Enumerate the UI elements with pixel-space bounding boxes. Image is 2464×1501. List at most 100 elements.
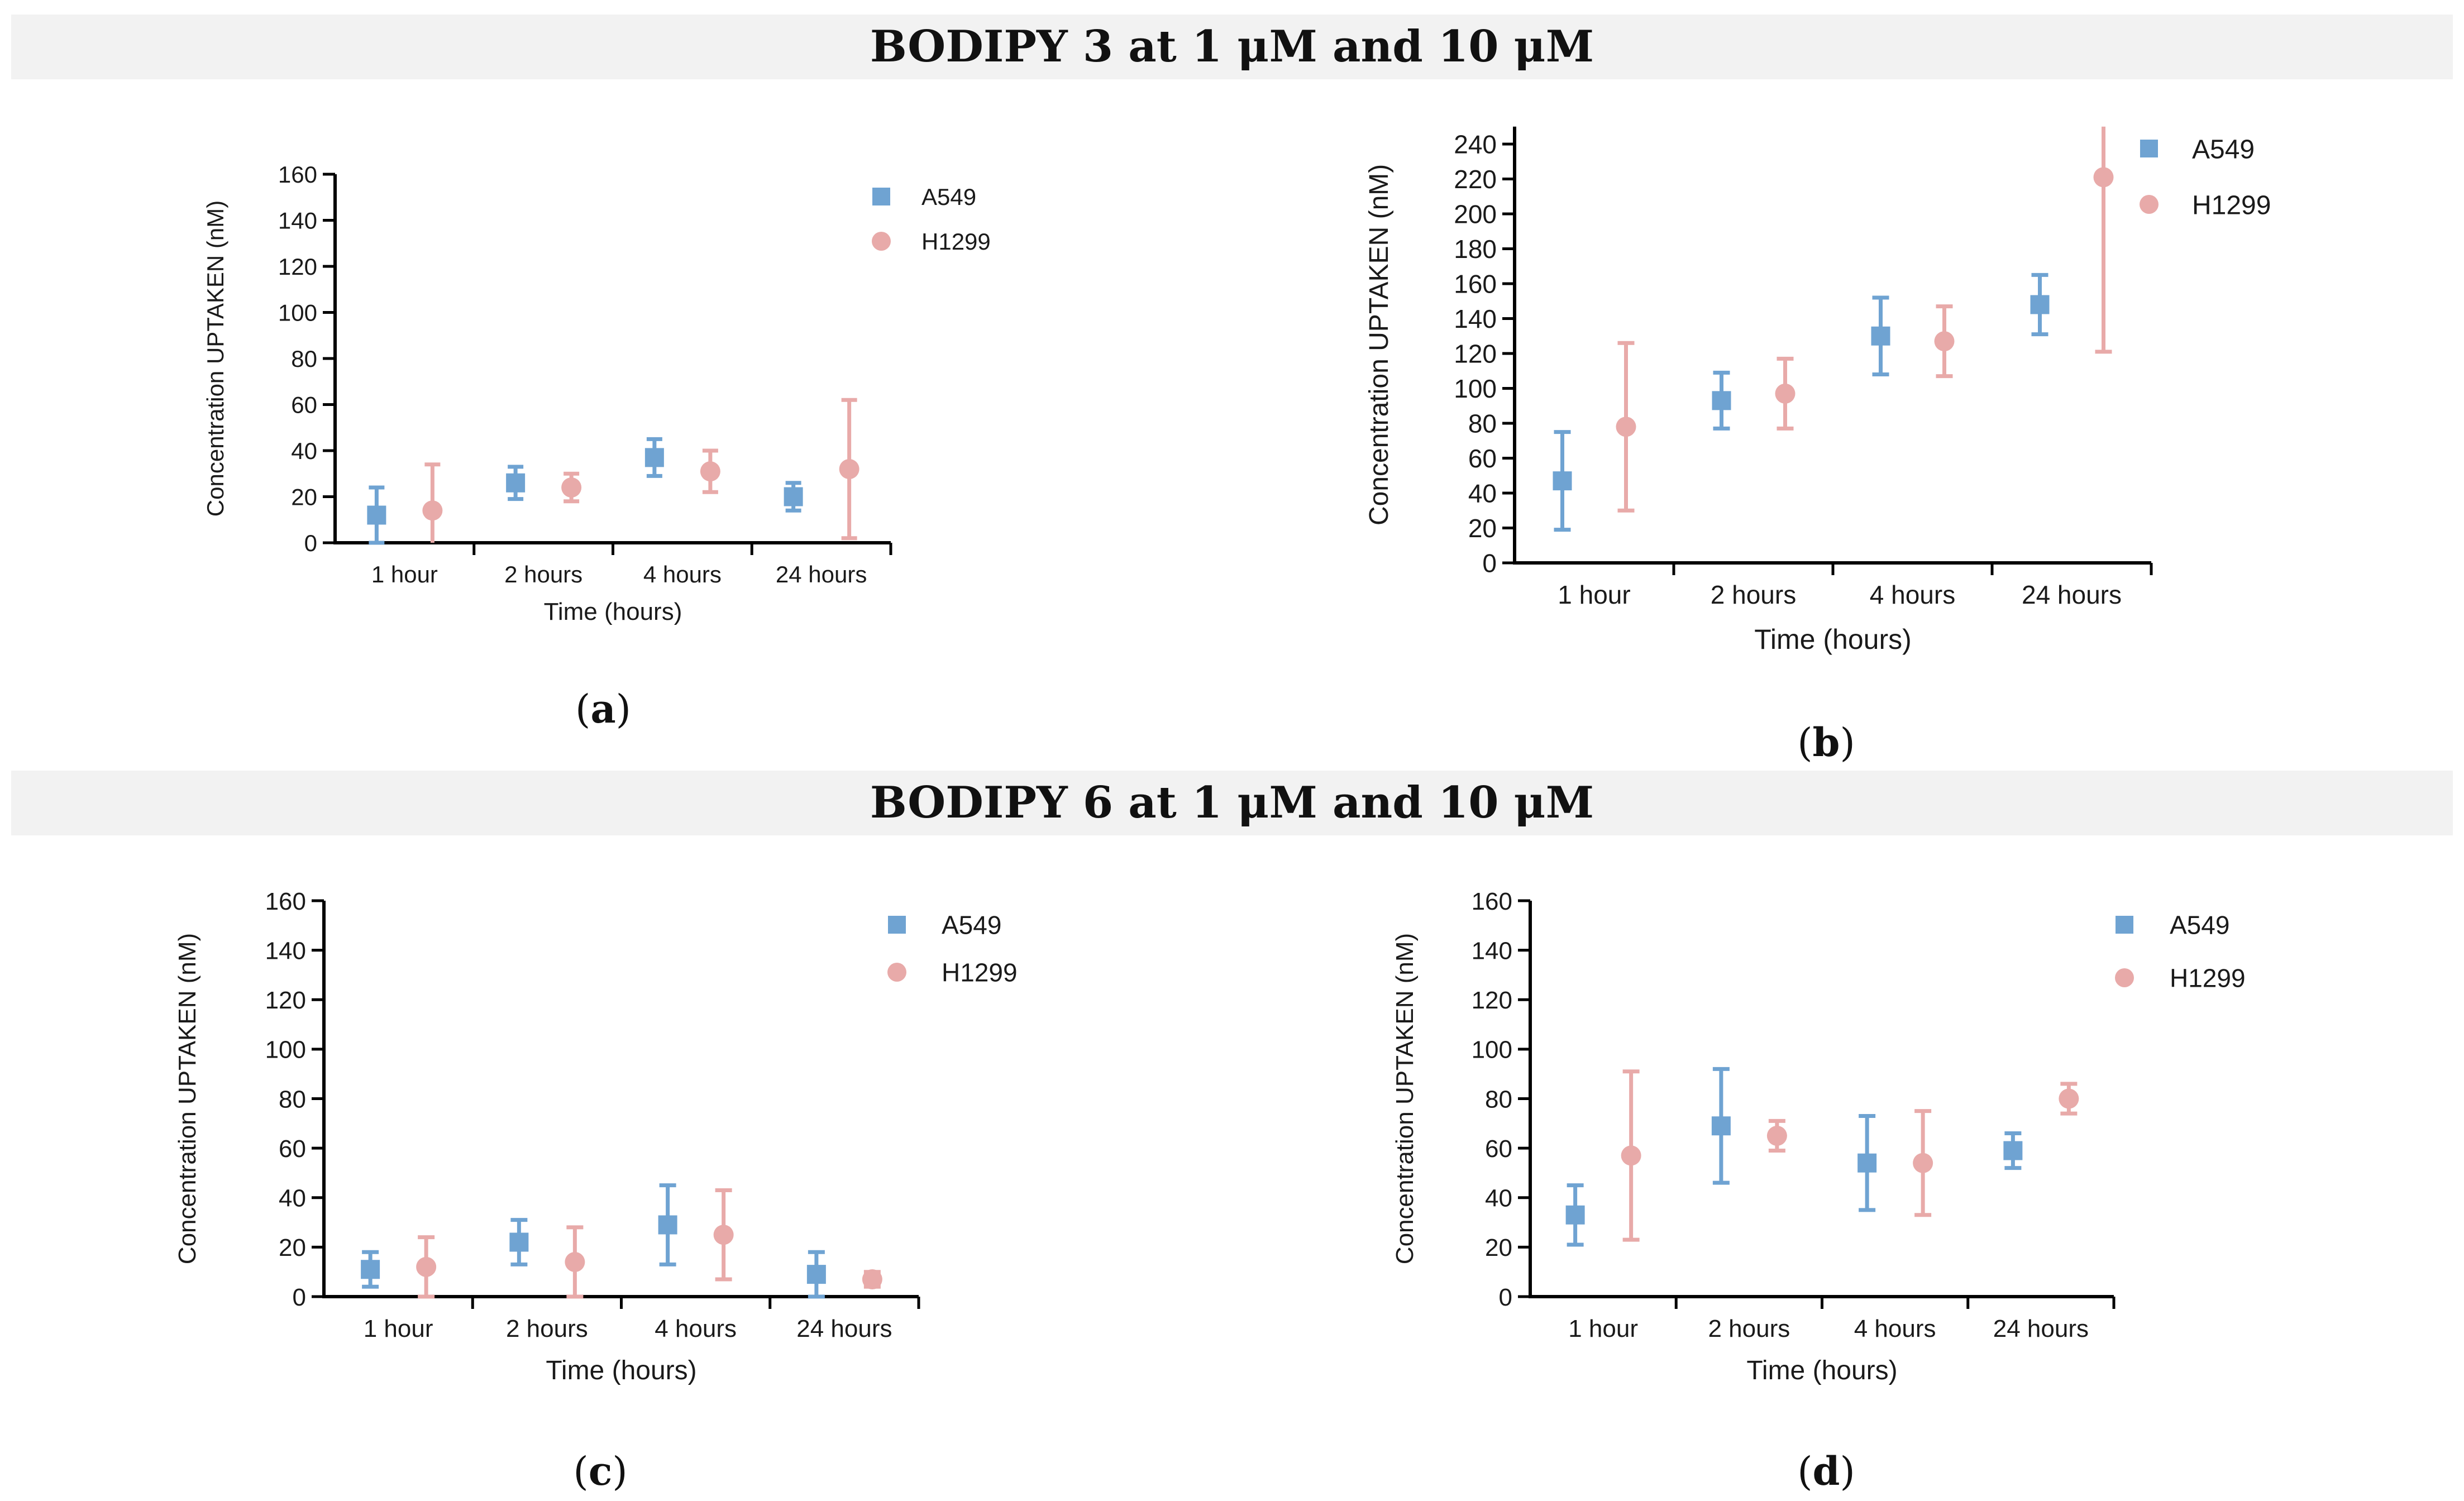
y-tick-label: 80 — [279, 1086, 306, 1113]
panel-label-b-letter: b — [1812, 719, 1840, 766]
y-axis-label: Concentration UPTAKEN (nM) — [202, 200, 228, 517]
y-tick-label: 100 — [265, 1036, 306, 1064]
y-tick-label: 140 — [1454, 304, 1497, 333]
x-tick-label: 24 hours — [2022, 580, 2122, 609]
x-axis-label: Time (hours) — [544, 598, 682, 625]
data-point-a549 — [1857, 1153, 1877, 1173]
data-point-a549 — [1711, 1116, 1731, 1136]
y-tick-label: 100 — [1472, 1036, 1512, 1064]
y-tick-label: 60 — [1485, 1135, 1512, 1163]
data-point-h1299 — [561, 477, 582, 498]
data-point-h1299 — [2093, 167, 2114, 188]
y-tick-label: 180 — [1454, 235, 1497, 264]
legend-marker-h1299 — [2140, 195, 2159, 214]
y-tick-label: 20 — [279, 1234, 306, 1261]
y-tick-label: 40 — [1485, 1185, 1512, 1212]
data-point-a549 — [2003, 1141, 2023, 1160]
y-tick-label: 220 — [1454, 165, 1497, 194]
y-tick-label: 160 — [1472, 888, 1512, 915]
section-header-bodipy-6 — [11, 771, 2453, 835]
legend-label-h1299: H1299 — [2192, 190, 2271, 220]
panel-label-d: (d) — [1797, 1448, 1855, 1494]
y-tick-label: 120 — [278, 254, 317, 280]
y-tick-label: 120 — [265, 987, 306, 1014]
data-point-a549 — [1712, 391, 1731, 410]
section-title-bodipy-6: BODIPY 6 at 1 μM and 10 μM — [870, 777, 1594, 828]
legend-marker-a549 — [2140, 140, 2158, 157]
y-tick-label: 40 — [291, 438, 317, 464]
data-point-h1299 — [862, 1269, 882, 1289]
x-tick-label: 1 hour — [364, 1315, 433, 1342]
y-tick-label: 60 — [291, 392, 317, 418]
data-point-a549 — [367, 505, 386, 525]
data-point-h1299 — [700, 461, 720, 482]
y-tick-label: 120 — [1454, 340, 1497, 369]
data-point-h1299 — [839, 459, 859, 479]
data-point-h1299 — [416, 1256, 437, 1277]
legend-marker-a549 — [2116, 916, 2133, 934]
x-tick-label: 4 hours — [1854, 1315, 1936, 1342]
y-tick-label: 20 — [1485, 1234, 1512, 1261]
data-point-h1299 — [422, 500, 443, 521]
data-point-a549 — [1871, 326, 1890, 346]
x-tick-label: 2 hours — [1711, 580, 1796, 609]
legend-label-h1299: H1299 — [942, 958, 1018, 987]
x-tick-label: 24 hours — [796, 1315, 892, 1342]
x-axis-label: Time (hours) — [546, 1356, 696, 1385]
y-tick-label: 20 — [1468, 514, 1497, 543]
legend-marker-h1299 — [887, 963, 906, 982]
y-tick-label: 80 — [1485, 1086, 1512, 1113]
legend-marker-h1299 — [872, 232, 891, 251]
y-tick-label: 100 — [1454, 374, 1497, 403]
y-tick-label: 160 — [1454, 270, 1497, 299]
y-tick-label: 140 — [265, 937, 306, 964]
y-tick-label: 80 — [1468, 409, 1497, 438]
data-point-a549 — [1565, 1205, 1585, 1225]
y-axis-label: Concentration UPTAKEN (nM) — [1391, 933, 1419, 1264]
x-tick-label: 1 hour — [371, 561, 438, 587]
y-tick-label: 240 — [1454, 130, 1497, 159]
legend-label-a549: A549 — [2170, 911, 2229, 940]
y-tick-label: 60 — [279, 1135, 306, 1163]
data-point-h1299 — [1775, 383, 1796, 404]
y-tick-label: 140 — [1472, 937, 1512, 964]
panel-label-c: (c) — [573, 1448, 628, 1494]
y-tick-label: 20 — [291, 484, 317, 510]
y-tick-label: 0 — [293, 1284, 306, 1311]
data-point-a549 — [806, 1265, 826, 1284]
legend-label-a549: A549 — [2192, 135, 2255, 164]
x-tick-label: 4 hours — [1870, 580, 1955, 609]
x-tick-label: 1 hour — [1568, 1315, 1638, 1342]
data-point-h1299 — [713, 1225, 734, 1245]
data-point-a549 — [506, 473, 526, 493]
x-tick-label: 2 hours — [504, 561, 582, 587]
legend-marker-a549 — [872, 188, 890, 205]
data-point-a549 — [361, 1260, 380, 1279]
y-tick-label: 200 — [1454, 200, 1497, 229]
data-point-h1299 — [2059, 1088, 2079, 1109]
y-tick-label: 80 — [291, 346, 317, 372]
y-tick-label: 100 — [278, 300, 317, 326]
x-tick-label: 4 hours — [655, 1315, 737, 1342]
x-tick-label: 2 hours — [506, 1315, 588, 1342]
panel-label-b: (b) — [1797, 719, 1855, 766]
x-axis-label: Time (hours) — [1746, 1356, 1897, 1385]
y-tick-label: 40 — [1468, 479, 1497, 508]
data-point-h1299 — [1934, 331, 1955, 352]
legend-label-h1299: H1299 — [2170, 964, 2246, 993]
y-tick-label: 120 — [1472, 987, 1512, 1014]
data-point-h1299 — [1913, 1153, 1933, 1173]
panel-label-a-letter: a — [590, 686, 616, 732]
x-tick-label: 24 hours — [1993, 1315, 2089, 1342]
legend-label-a549: A549 — [942, 911, 1001, 940]
x-tick-label: 4 hours — [643, 561, 722, 587]
panel-label-d-letter: d — [1812, 1448, 1840, 1494]
y-tick-label: 40 — [279, 1185, 306, 1212]
data-point-a549 — [509, 1232, 529, 1252]
data-point-h1299 — [565, 1251, 585, 1272]
data-point-a549 — [658, 1215, 677, 1235]
